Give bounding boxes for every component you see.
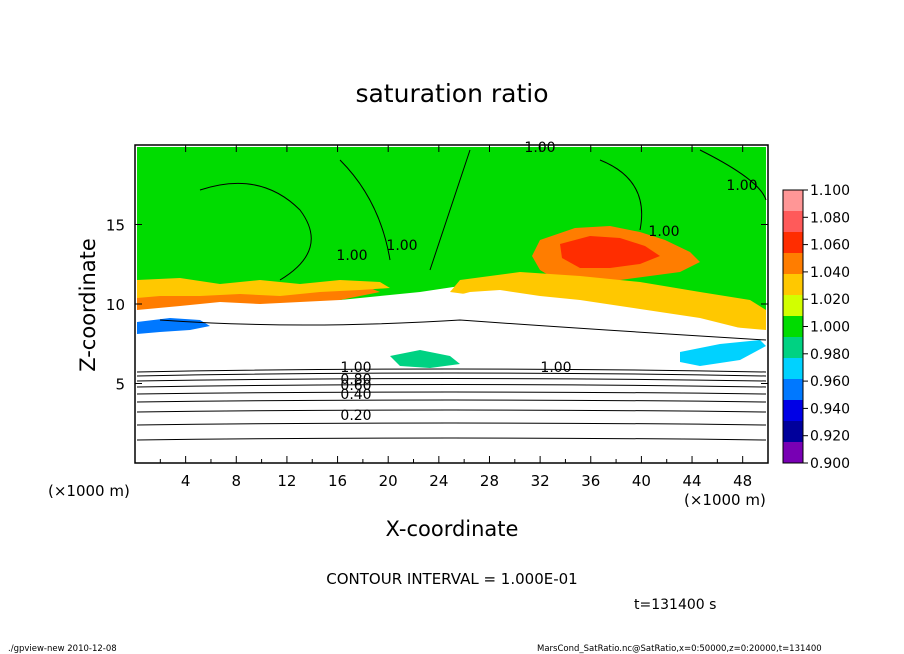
x-tick-label: 24 — [429, 472, 448, 490]
contour-line — [199, 182, 312, 281]
contour-label: 1.00 — [336, 248, 367, 264]
contour-line — [429, 149, 471, 271]
region-undersat-right — [680, 340, 766, 366]
contour-line — [136, 391, 767, 395]
y-axis-label: Z-coordinate — [76, 238, 100, 372]
x-unit-left: (×1000 m) — [48, 482, 130, 500]
colorbar-swatch — [783, 337, 803, 359]
chart-title: saturation ratio — [355, 79, 548, 108]
contour-line — [136, 399, 767, 403]
contour-label: 0.40 — [340, 387, 371, 403]
region-supersat-core — [560, 236, 660, 268]
contour-line — [136, 437, 767, 441]
saturation-field — [137, 147, 766, 462]
colorbar-swatch — [783, 295, 803, 317]
colorbar: 1.100 1.080 1.060 1.040 1.020 1.000 0.980 0.960… — [782, 183, 850, 472]
colorbar-tick-label: 0.980 — [810, 347, 850, 363]
contour-label: 0.60 — [340, 378, 371, 394]
colorbar-swatch — [783, 421, 803, 443]
contour-line — [136, 378, 767, 382]
colorbar-tick-label: 1.040 — [810, 265, 850, 281]
time-text: t=131400 s — [634, 597, 716, 613]
x-tick-label: 16 — [328, 472, 347, 490]
contour-label: 1.00 — [648, 224, 679, 240]
contour-line — [699, 149, 767, 201]
colorbar-swatch — [783, 253, 803, 275]
x-tick-label: 36 — [581, 472, 600, 490]
colorbar-tick-label: 0.940 — [810, 401, 850, 417]
contour-label: 0.20 — [340, 408, 371, 424]
region-low — [137, 368, 766, 462]
contour-label: 1.00 — [340, 360, 371, 376]
y-tick-label: 5 — [115, 376, 125, 394]
region-undersat-mid — [390, 350, 460, 368]
contour-label: 0.80 — [340, 372, 371, 388]
region-fringe-left-yellow — [137, 278, 390, 298]
contour-label: 1.00 — [726, 178, 757, 194]
contour-line — [599, 159, 643, 231]
x-tick-label: 40 — [632, 472, 651, 490]
x-tick-label: 44 — [682, 472, 701, 490]
contour-labels: 1.001.001.001.001.001.001.000.800.600.40… — [336, 140, 757, 424]
x-tick-label: 8 — [232, 472, 242, 490]
colorbar-tick-label: 1.060 — [810, 238, 850, 254]
colorbar-tick-label: 1.020 — [810, 292, 850, 308]
colorbar-swatch — [783, 400, 803, 422]
x-tick-label: 12 — [277, 472, 296, 490]
colorbar-swatch — [783, 358, 803, 380]
colorbar-tick-label: 0.900 — [810, 456, 850, 472]
y-ticks: 5 10 15 — [106, 217, 768, 394]
x-tick-label: 28 — [480, 472, 499, 490]
footer-right: MarsCond_SatRatio.nc@SatRatio,x=0:50000,… — [537, 644, 822, 654]
x-tick-label: 4 — [181, 472, 191, 490]
region-cloud-band — [137, 290, 766, 372]
x-tick-label: 48 — [733, 472, 752, 490]
contour-label: 1.00 — [540, 360, 571, 376]
x-axis-label: X-coordinate — [386, 517, 519, 541]
colorbar-swatch — [783, 274, 803, 296]
colorbar-swatch — [783, 190, 803, 212]
x-tick-label: 32 — [531, 472, 550, 490]
contour-line — [339, 159, 391, 261]
colorbar-tick-label: 1.000 — [810, 320, 850, 336]
contour-line — [136, 368, 767, 373]
contour-line — [159, 319, 767, 341]
contour-label: 1.00 — [386, 238, 417, 254]
colorbar-swatch — [783, 211, 803, 233]
colorbar-tick-label: 0.920 — [810, 429, 850, 445]
contour-lines — [136, 149, 767, 441]
x-ticks: 4 8 12 16 20 24 28 32 36 40 44 48 — [159, 145, 752, 490]
colorbar-swatch — [783, 379, 803, 401]
colorbar-tick-label: 1.080 — [810, 210, 850, 226]
y-tick-label: 10 — [106, 296, 125, 314]
colorbar-tick-label: 0.960 — [810, 374, 850, 390]
contour-line — [136, 422, 767, 426]
x-unit-right: (×1000 m) — [684, 491, 766, 509]
footer-left: ./gpview-new 2010-12-08 — [8, 644, 117, 654]
y-tick-label: 15 — [106, 217, 125, 235]
x-tick-label: 20 — [379, 472, 398, 490]
colorbar-swatch — [783, 316, 803, 338]
contour-line — [136, 372, 767, 377]
colorbar-swatch — [783, 232, 803, 254]
colorbar-swatch — [783, 442, 803, 464]
colorbar-tick-label: 1.100 — [810, 183, 850, 199]
region-supersat-mid — [450, 272, 766, 330]
contour-interval-text: CONTOUR INTERVAL = 1.000E-01 — [326, 570, 577, 588]
contour-line — [136, 384, 767, 388]
contour-line — [136, 409, 767, 413]
